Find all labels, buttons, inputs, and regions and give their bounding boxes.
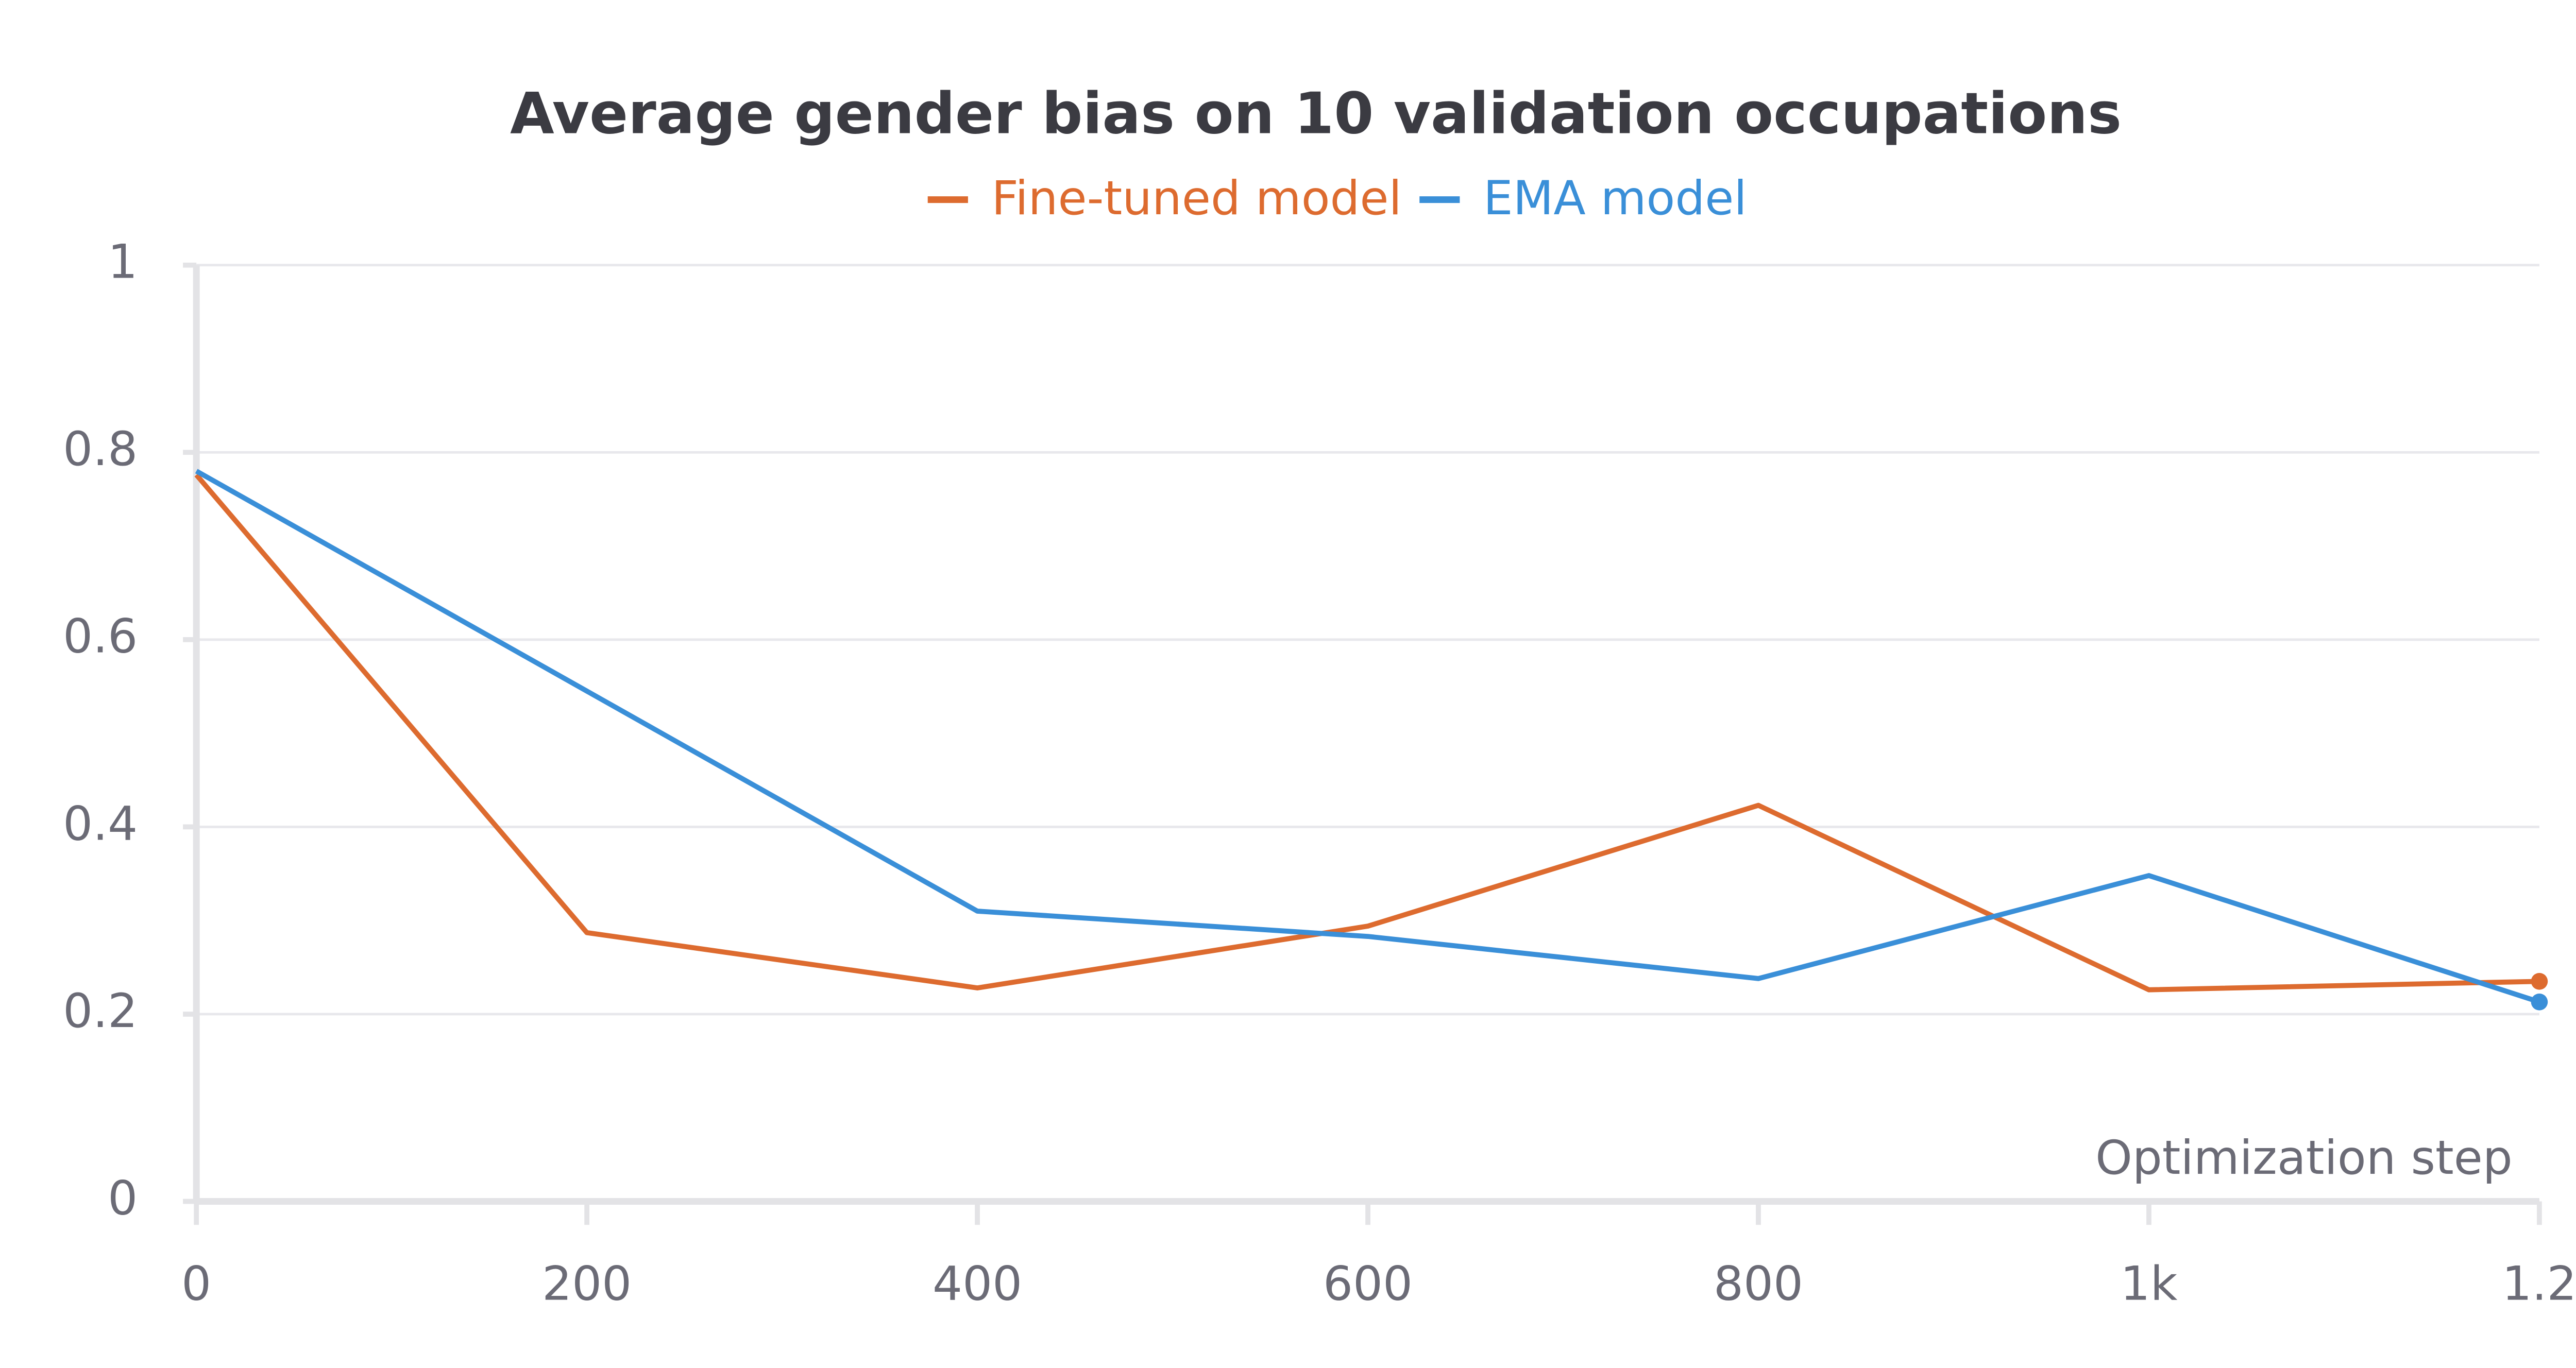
series-line [195,469,2540,1004]
y-tick-label: 0 [108,1170,138,1225]
legend-label: Fine-tuned model [992,170,1402,226]
end-point [2531,973,2548,990]
x-tick-label: 800 [1714,1256,1803,1311]
x-axis-label: Optimization step [2095,1130,2513,1185]
series-line [194,473,2540,993]
x-tick-label: 1k [2121,1256,2178,1311]
x-tick-label: 600 [1323,1256,1413,1311]
end-point [2531,994,2548,1011]
y-tick-label: 0.6 [63,609,138,664]
x-tick-label: 200 [542,1256,632,1311]
y-tick-label: 0.8 [63,421,138,476]
y-tick-label: 0.4 [63,796,138,851]
chart-title: Average gender bias on 10 validation occ… [510,80,2122,147]
legend-label: EMA model [1483,170,1747,226]
x-tick-label: 1.2 [2502,1256,2576,1311]
y-tick-label: 0.2 [63,983,138,1038]
x-tick-label: 0 [181,1256,211,1311]
y-tick-label: 1 [108,234,138,289]
x-tick-label: 400 [933,1256,1022,1311]
